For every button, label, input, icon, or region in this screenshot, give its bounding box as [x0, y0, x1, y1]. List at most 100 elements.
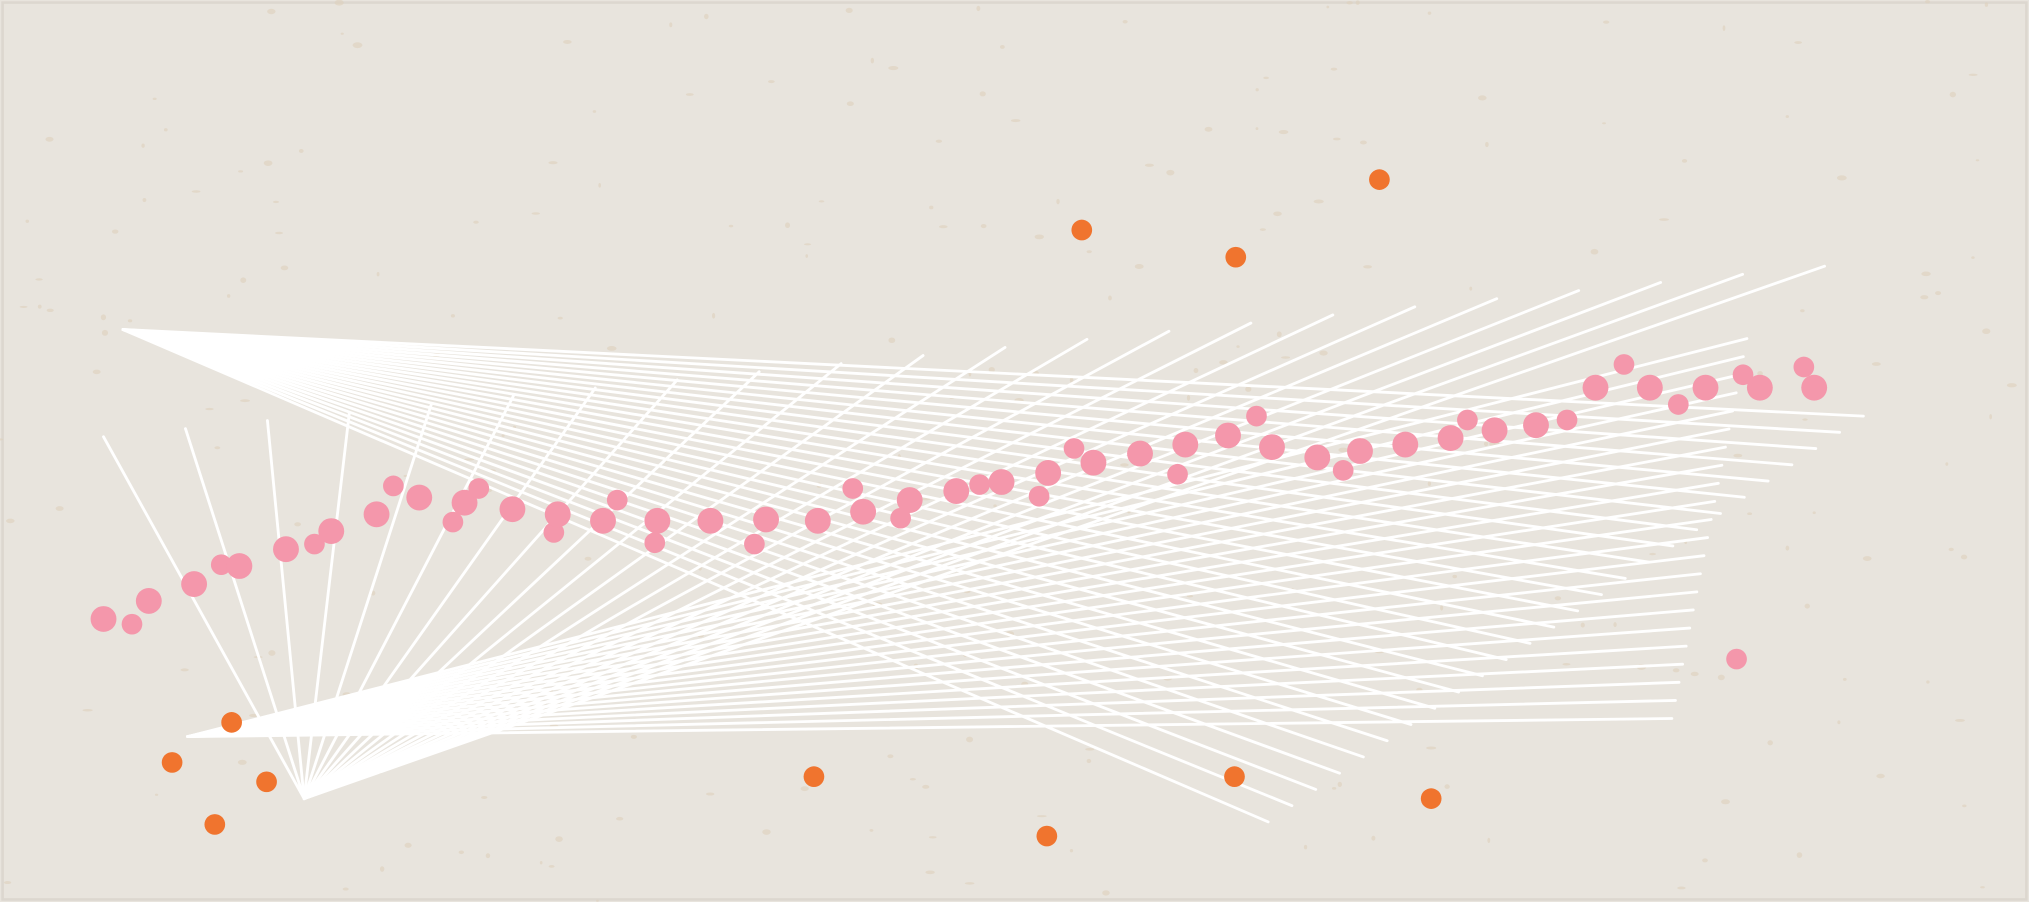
speckle	[1982, 328, 1991, 335]
pink-dot	[1481, 417, 1508, 444]
speckle	[275, 231, 283, 235]
pink-dot	[697, 507, 724, 534]
speckle	[1613, 622, 1617, 628]
speckle	[1945, 462, 1949, 466]
speckle	[1219, 360, 1228, 365]
orange-dot	[221, 712, 242, 733]
speckle	[127, 319, 133, 323]
pink-dot	[318, 518, 345, 545]
speckle	[294, 522, 302, 527]
pink-dot	[1613, 354, 1635, 375]
speckle	[1733, 453, 1743, 458]
speckle	[818, 200, 825, 203]
fan-line	[302, 386, 597, 801]
speckle	[1330, 67, 1338, 71]
pink-dot	[1063, 438, 1085, 459]
speckle	[1984, 2, 1989, 7]
speckle	[1069, 848, 1074, 853]
orange-dot	[1224, 766, 1245, 787]
fan-line	[186, 463, 1724, 739]
pink-dot	[544, 501, 571, 528]
pink-dot	[273, 536, 299, 563]
speckle	[1085, 748, 1095, 751]
speckle	[1677, 886, 1686, 890]
pink-dot	[850, 498, 877, 525]
speckle	[463, 458, 475, 461]
speckle	[1800, 309, 1805, 313]
speckle	[1487, 837, 1491, 844]
speckle	[669, 22, 673, 28]
pink-dot	[1556, 409, 1578, 431]
pink-dot	[590, 507, 616, 534]
speckle	[592, 110, 597, 113]
pink-dot	[90, 606, 117, 632]
speckle	[214, 446, 221, 450]
speckle	[548, 865, 555, 868]
pink-dot	[1523, 412, 1549, 439]
pink-dot	[804, 507, 831, 534]
pink-dot	[383, 475, 404, 497]
speckle	[334, 0, 344, 6]
speckle	[1690, 671, 1699, 677]
speckle	[1812, 511, 1816, 515]
speckle	[980, 224, 987, 229]
speckle	[6, 518, 15, 524]
speckle	[340, 32, 344, 35]
speckle	[1108, 295, 1112, 301]
speckle	[111, 229, 119, 234]
fan-line	[121, 328, 1770, 483]
fan-line	[302, 329, 1171, 801]
speckle	[1319, 350, 1328, 356]
speckle	[1303, 844, 1308, 850]
speckle	[768, 80, 775, 84]
fan-line	[186, 445, 1727, 739]
speckle	[1166, 169, 1175, 176]
speckle	[1921, 271, 1931, 277]
speckle	[237, 759, 247, 765]
speckle	[280, 265, 289, 271]
speckle	[928, 836, 937, 839]
orange-dot	[1225, 246, 1247, 268]
fan-line	[121, 328, 1865, 418]
speckle	[1717, 674, 1725, 681]
speckle	[1338, 447, 1349, 453]
speckle	[531, 212, 540, 215]
speckle	[1326, 5, 1330, 9]
speckle	[711, 312, 716, 319]
fan-line	[121, 328, 1484, 678]
speckle	[1122, 20, 1128, 24]
fan-line	[302, 313, 1335, 801]
fan-line	[186, 608, 1695, 739]
speckle	[1876, 773, 1885, 779]
orange-dot	[1420, 788, 1442, 809]
speckle	[298, 149, 304, 153]
fan-line	[302, 394, 515, 801]
pink-dot	[226, 553, 253, 579]
pink-dot	[1127, 440, 1153, 467]
pink-dot	[304, 533, 325, 555]
speckle	[1837, 720, 1841, 725]
speckle	[25, 219, 30, 223]
speckle	[1649, 552, 1656, 556]
speckle	[1427, 481, 1432, 487]
fan-line	[184, 427, 306, 801]
speckle	[1962, 804, 1967, 808]
pink-dot	[1028, 485, 1050, 507]
speckle	[1554, 596, 1562, 601]
speckle	[1722, 25, 1726, 31]
speckle	[1331, 787, 1337, 790]
pink-dot	[1347, 438, 1373, 464]
speckle	[1603, 20, 1610, 24]
speckle	[1980, 886, 1985, 889]
speckle	[870, 57, 875, 64]
speckle	[920, 497, 931, 501]
speckle	[1332, 137, 1341, 141]
orange-dot	[1036, 825, 1058, 847]
fan-line	[121, 328, 1675, 548]
speckle	[557, 316, 563, 320]
speckle	[379, 866, 385, 872]
speckle	[152, 97, 157, 100]
speckle	[35, 278, 43, 281]
speckle	[1371, 835, 1376, 841]
